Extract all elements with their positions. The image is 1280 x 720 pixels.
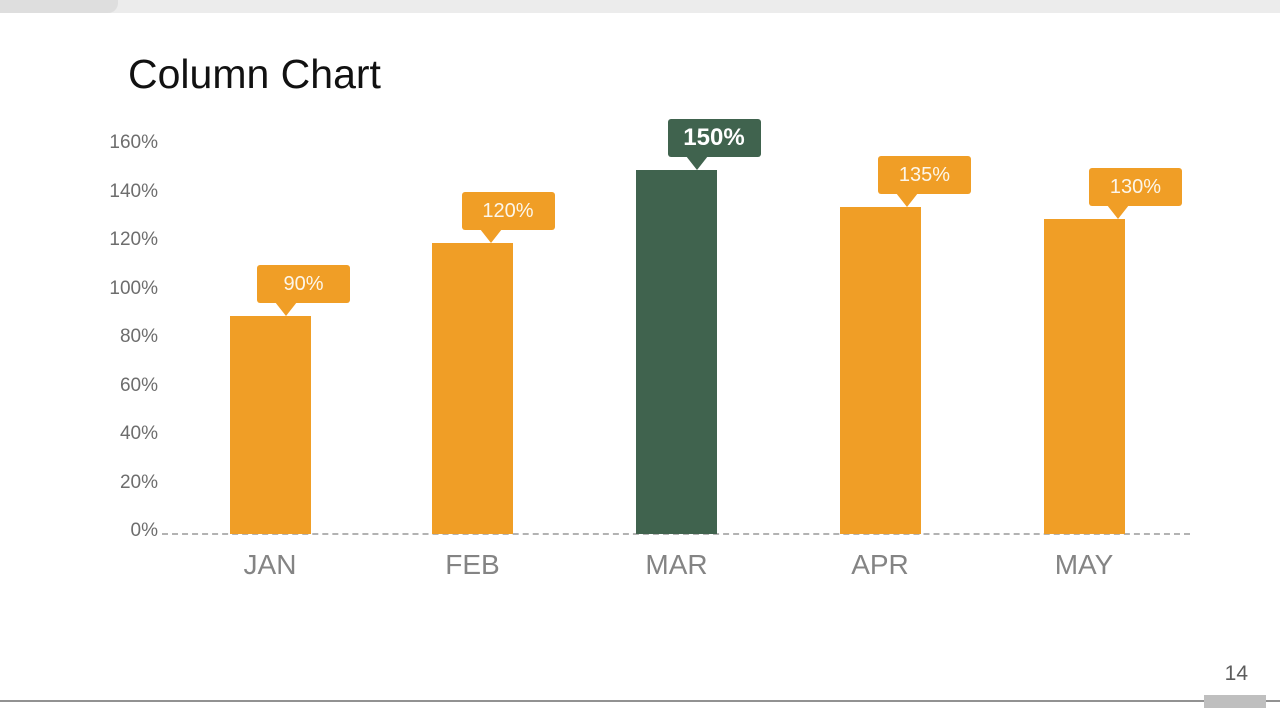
callout-tail xyxy=(685,156,708,171)
horizontal-scrollbar-track[interactable] xyxy=(0,700,1280,702)
x-axis-baseline xyxy=(162,533,1190,535)
callout-tail xyxy=(479,229,502,243)
callout-tail xyxy=(896,192,918,207)
y-axis-tick-label: 40% xyxy=(119,423,158,444)
y-axis-tick-label: 0% xyxy=(130,520,158,541)
top-chrome-strip xyxy=(0,0,1280,13)
y-axis-tick-label: 120% xyxy=(109,229,158,250)
y-axis-tick-label: 160% xyxy=(109,132,158,153)
category-label-jan: JAN xyxy=(243,549,297,580)
horizontal-scrollbar-thumb[interactable] xyxy=(1204,695,1266,708)
category-label-feb: FEB xyxy=(445,549,500,580)
browser-tab-edge[interactable] xyxy=(0,0,118,13)
y-axis-tick-label: 100% xyxy=(109,277,158,299)
y-axis-tick-label: 20% xyxy=(119,471,158,493)
slide-page-number: 14 xyxy=(1224,662,1248,685)
bar-jan xyxy=(229,315,311,534)
data-label-callout: 130% xyxy=(1089,167,1182,206)
data-label-callout: 120% xyxy=(461,192,555,230)
y-axis-tick-label: 140% xyxy=(109,180,158,202)
y-axis-tick-label: 80% xyxy=(119,326,158,347)
callout-tail xyxy=(275,301,297,316)
category-label-apr: APR xyxy=(851,549,909,580)
slide-title: Column Chart xyxy=(128,51,381,98)
bar-mar xyxy=(636,170,717,534)
bar-feb xyxy=(432,243,513,534)
y-axis-tick-label: 60% xyxy=(119,374,158,396)
data-label-callout: 150% xyxy=(667,119,761,158)
callout-tail xyxy=(1107,204,1129,219)
data-label-callout: 90% xyxy=(257,264,350,303)
bar-apr xyxy=(839,206,921,534)
category-label-mar: MAR xyxy=(645,549,708,580)
data-label-callout: 135% xyxy=(878,155,971,194)
bar-may xyxy=(1043,218,1125,534)
category-label-may: MAY xyxy=(1054,549,1114,580)
